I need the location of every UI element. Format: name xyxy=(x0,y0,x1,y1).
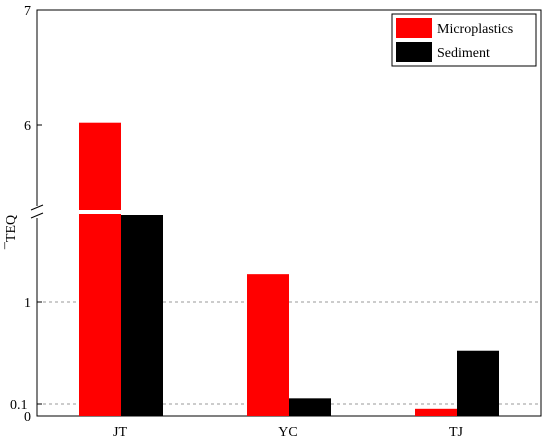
bars-group xyxy=(38,122,540,416)
y-tick-label-0: 0 xyxy=(24,410,31,425)
x-tick-label-tj: TJ xyxy=(449,425,464,440)
bar-sediment-jt xyxy=(121,215,163,416)
axis-break-gap xyxy=(38,210,540,214)
y-axis-title: ¯TEQ xyxy=(4,215,19,250)
bar-microplastics-yc xyxy=(247,274,289,416)
x-tick-label-yc: YC xyxy=(278,425,297,440)
bar-microplastics-jt xyxy=(79,122,121,416)
legend-swatch-sediment xyxy=(396,42,432,62)
legend: Microplastics Sediment xyxy=(391,13,537,67)
bar-sediment-tj xyxy=(457,350,499,416)
bar-microplastics-tj xyxy=(415,408,457,416)
x-tick-label-jt: JT xyxy=(113,425,127,440)
axis-break-mark xyxy=(30,204,44,219)
legend-label-sediment: Sediment xyxy=(437,46,490,61)
legend-swatch-microplastics xyxy=(396,18,432,38)
y-tick-marks xyxy=(37,9,42,417)
legend-label-microplastics: Microplastics xyxy=(437,22,513,37)
bar-sediment-yc xyxy=(289,398,331,416)
y-tick-label-6: 6 xyxy=(24,119,31,134)
y-tick-label-0.1: 0.1 xyxy=(10,398,28,413)
y-tick-label-1: 1 xyxy=(24,296,31,311)
y-tick-label-7: 7 xyxy=(24,4,31,19)
